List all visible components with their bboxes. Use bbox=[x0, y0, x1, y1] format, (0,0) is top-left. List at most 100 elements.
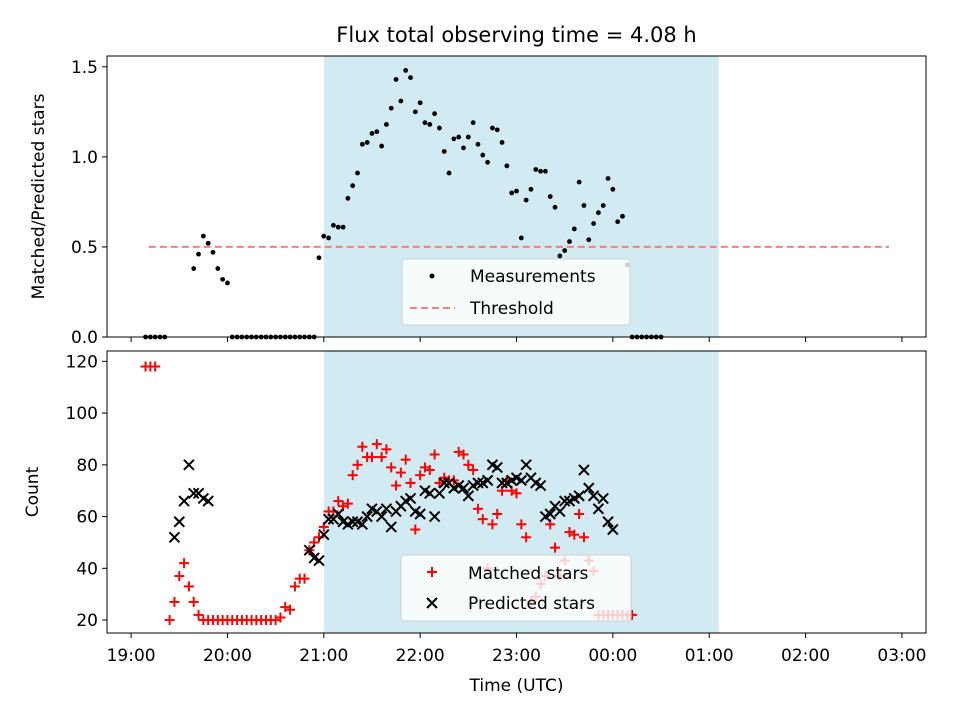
measurement-point bbox=[504, 163, 510, 169]
bottom-y-axis-label: Count bbox=[23, 466, 43, 517]
bottom-y-tick-label: 20 bbox=[76, 611, 98, 631]
matched-star-point bbox=[521, 532, 532, 543]
legend-marker-predicted-stars bbox=[426, 597, 438, 609]
measurement-point bbox=[499, 140, 505, 145]
measurement-point bbox=[557, 253, 563, 259]
measurement-point bbox=[480, 152, 486, 158]
x-tick-label: 00:00 bbox=[588, 646, 637, 666]
matched-star-point bbox=[164, 615, 175, 626]
matched-star-point bbox=[386, 462, 397, 473]
top-y-ticks: 0.0 0.5 1.0 1.5 bbox=[71, 58, 107, 348]
measurement-point bbox=[384, 122, 389, 127]
measurement-point bbox=[398, 98, 404, 104]
measurement-point bbox=[547, 194, 553, 199]
predicted-star-point bbox=[491, 461, 503, 474]
predicted-star-point bbox=[385, 521, 397, 533]
predicted-star-point bbox=[332, 508, 344, 520]
predicted-star-point bbox=[462, 490, 475, 502]
measurement-point bbox=[220, 276, 226, 282]
measurement-point bbox=[581, 203, 587, 208]
measurement-point bbox=[596, 210, 601, 216]
matched-star-point bbox=[395, 467, 406, 478]
predicted-star-point bbox=[380, 503, 393, 515]
top-y-tick-label: 1.5 bbox=[71, 58, 98, 78]
matched-star-point bbox=[183, 581, 194, 592]
predicted-star-point bbox=[602, 516, 614, 528]
predicted-star-point bbox=[202, 495, 214, 507]
measurement-point bbox=[543, 168, 548, 174]
x-tick-label: 23:00 bbox=[492, 646, 541, 666]
matched-star-point bbox=[333, 496, 344, 507]
predicted-star-point bbox=[313, 554, 325, 567]
matched-star-point bbox=[405, 477, 416, 488]
top-y-tick-label: 0.0 bbox=[71, 328, 98, 348]
predicted-star-point bbox=[554, 505, 566, 518]
measurement-point bbox=[610, 186, 616, 192]
predicted-star-point bbox=[496, 477, 508, 489]
bottom-y-tick-label: 120 bbox=[66, 352, 98, 372]
measurement-point bbox=[417, 100, 423, 106]
predicted-star-point bbox=[544, 508, 556, 520]
measurement-point bbox=[345, 195, 351, 201]
x-tick-label: 20:00 bbox=[203, 646, 252, 666]
predicted-star-point bbox=[303, 544, 316, 556]
matched-star-point bbox=[381, 444, 392, 455]
measurement-point bbox=[591, 221, 596, 226]
top-y-tick-label: 1.0 bbox=[71, 148, 98, 168]
measurements-points bbox=[143, 68, 664, 340]
predicted-star-point bbox=[515, 474, 528, 487]
measurement-point bbox=[600, 203, 606, 208]
matched-star-point bbox=[174, 571, 185, 582]
matched-star-point bbox=[550, 542, 561, 553]
matched-star-point bbox=[391, 480, 402, 491]
matched-star-point bbox=[434, 477, 445, 488]
predicted-star-point bbox=[318, 528, 330, 541]
legend-label-threshold: Threshold bbox=[469, 299, 554, 319]
bottom-y-tick-label: 100 bbox=[66, 404, 98, 424]
predicted-star-point bbox=[168, 531, 181, 543]
matched-star-point bbox=[352, 459, 363, 470]
matched-star-point bbox=[193, 609, 204, 620]
measurement-point bbox=[514, 188, 519, 194]
matched-star-point bbox=[511, 488, 522, 499]
measurement-point bbox=[215, 266, 221, 271]
top-y-tick-label: 0.5 bbox=[71, 238, 98, 258]
measurement-point bbox=[355, 170, 360, 176]
measurement-point bbox=[412, 109, 418, 115]
matched-star-point bbox=[169, 596, 180, 607]
measurement-point bbox=[441, 149, 447, 154]
legend-marker-matched-stars bbox=[427, 567, 437, 577]
legend-marker-measurements bbox=[429, 273, 435, 279]
predicted-star-point bbox=[322, 513, 335, 525]
measurement-point bbox=[509, 190, 515, 196]
matched-star-point bbox=[179, 558, 190, 569]
predicted-star-point bbox=[173, 516, 185, 528]
measurement-point bbox=[446, 170, 452, 176]
measurement-point bbox=[494, 127, 500, 133]
top-panel: 0.0 0.5 1.0 1.5 Flux total observing time =… bbox=[29, 23, 927, 348]
measurement-point bbox=[340, 224, 346, 230]
matched-star-point bbox=[299, 573, 310, 584]
measurement-point bbox=[379, 143, 385, 149]
predicted-star-point bbox=[578, 464, 590, 476]
measurement-point bbox=[364, 140, 370, 145]
measurement-point bbox=[403, 68, 409, 73]
predicted-star-point bbox=[361, 510, 373, 523]
predicted-star-point bbox=[573, 490, 585, 502]
x-tick-label: 02:00 bbox=[781, 646, 830, 666]
measurement-point bbox=[475, 141, 481, 147]
measurement-point bbox=[490, 125, 495, 131]
x-tick-label: 21:00 bbox=[299, 646, 348, 666]
matched-star-point bbox=[472, 503, 483, 514]
predicted-star-point bbox=[188, 487, 200, 500]
matched-star-point bbox=[342, 498, 353, 509]
measurement-point bbox=[538, 168, 543, 174]
measurement-point bbox=[408, 75, 413, 81]
measurement-point bbox=[350, 183, 356, 189]
predicted-star-point bbox=[183, 459, 195, 471]
matched-star-point bbox=[463, 459, 474, 470]
predicted-star-point bbox=[597, 492, 609, 505]
predicted-star-point bbox=[346, 516, 359, 528]
matched-star-point bbox=[429, 449, 440, 460]
